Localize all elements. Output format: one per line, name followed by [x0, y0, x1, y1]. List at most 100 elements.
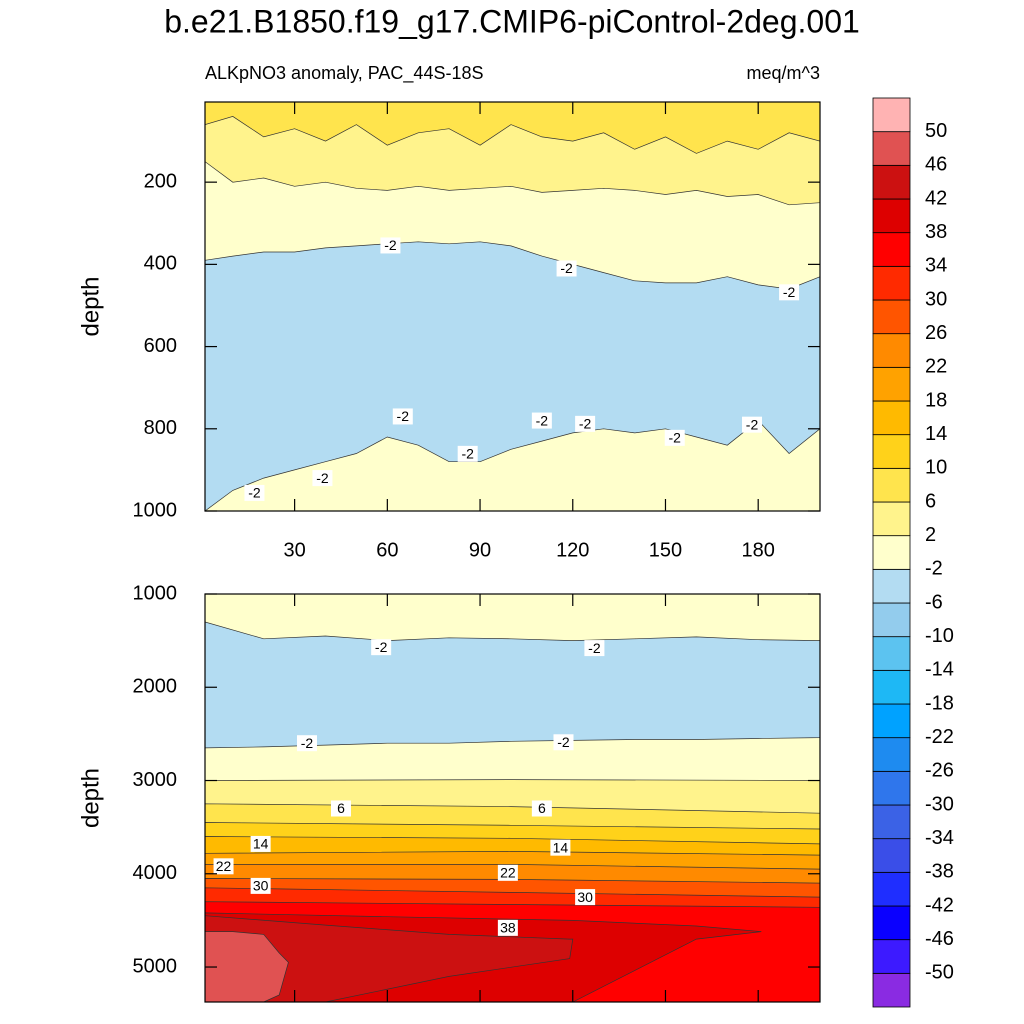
- contour-label-bg: [213, 858, 234, 875]
- colorbar-label: -50: [925, 962, 954, 984]
- colorbar-label: 2: [925, 524, 936, 546]
- contour-label-bg: [742, 416, 763, 433]
- contour-label: -2: [384, 237, 397, 253]
- contour-label-bg: [371, 639, 392, 656]
- contour-label: 22: [500, 865, 516, 881]
- colorbar-label: -14: [925, 659, 954, 681]
- colorbar-box: [872, 501, 911, 537]
- contour-label: -2: [560, 260, 573, 276]
- contour-label: -2: [557, 734, 570, 750]
- contour-label-bg: [531, 412, 552, 429]
- contour-label: 6: [538, 800, 546, 816]
- contour-label-bg: [244, 484, 265, 501]
- contour-label-bg: [497, 919, 518, 936]
- colorbar-box: [872, 265, 911, 301]
- contour-label-bg: [250, 835, 271, 852]
- colorbar-box: [872, 299, 911, 335]
- colorbar-label: -6: [925, 591, 943, 613]
- colorbar-box: [872, 97, 911, 133]
- contour-label: -2: [579, 416, 592, 432]
- colorbar-box: [872, 198, 911, 234]
- x-tick-label: 30: [283, 539, 305, 561]
- contour-region: [205, 621, 820, 749]
- contour-label-bg: [584, 640, 605, 657]
- contour-label: 22: [216, 858, 232, 874]
- x-tick-label: 180: [742, 539, 775, 561]
- contour-label-bg: [575, 415, 596, 432]
- colorbar-box: [872, 602, 911, 638]
- colorbar-label: 38: [925, 221, 947, 243]
- contour-label-bg: [497, 864, 518, 881]
- y-tick-label: 400: [144, 253, 177, 275]
- colorbar-box: [872, 568, 911, 604]
- x-tick-label: 60: [376, 539, 398, 561]
- contour-label-bg: [250, 877, 271, 894]
- contour-label: 30: [253, 878, 269, 894]
- contour-region: [205, 241, 820, 511]
- x-tick-label: 120: [556, 539, 589, 561]
- y-tick-label: 3000: [133, 769, 178, 791]
- colorbar-label: 22: [925, 356, 947, 378]
- plot-area: -2 -2 -2 -2 -2 -2 -2 -2 -2 -2 -2: [205, 102, 820, 511]
- colorbar-label: 14: [925, 423, 947, 445]
- colorbar-label: -26: [925, 760, 954, 782]
- colorbar-box: [872, 871, 911, 907]
- colorbar-label: -34: [925, 827, 954, 849]
- contour-label: -2: [397, 408, 410, 424]
- contour-label-bg: [330, 800, 351, 817]
- colorbar-box: [872, 131, 911, 166]
- contour-region: [205, 931, 289, 1002]
- contour-label-bg: [392, 408, 413, 425]
- y-tick-label: 1000: [133, 582, 178, 604]
- y-axis-label: depth: [77, 768, 104, 828]
- x-tick-label: 150: [649, 539, 682, 561]
- colorbar-box: [872, 400, 911, 436]
- contour-label: 6: [337, 800, 345, 816]
- colorbar-box: [872, 905, 911, 941]
- contour-label: 38: [500, 920, 516, 936]
- colorbar-label: 6: [925, 490, 936, 512]
- subtitle-left: ALKpNO3 anomaly, PAC_44S-18S: [205, 63, 483, 84]
- colorbar-box: [872, 669, 911, 705]
- y-tick-label: 4000: [133, 862, 178, 884]
- colorbar-label: -18: [925, 692, 954, 714]
- contour-label: -2: [588, 640, 601, 656]
- contour-label: 30: [577, 889, 593, 905]
- colorbar-label: 26: [925, 322, 947, 344]
- contour-label-bg: [550, 839, 571, 856]
- contour-region: [205, 102, 820, 154]
- y-tick-label: 1000: [133, 499, 178, 521]
- y-axis-label: depth: [77, 276, 104, 336]
- colorbar-box: [872, 366, 911, 402]
- colorbar-label: -30: [925, 793, 954, 815]
- colorbar-label: -42: [925, 894, 954, 916]
- contour-label-bg: [380, 237, 401, 254]
- contour-label: -2: [461, 446, 474, 462]
- colorbar-label: 46: [925, 154, 947, 176]
- colorbar-label: -2: [925, 558, 943, 580]
- colorbar-label: 18: [925, 389, 947, 411]
- colorbar-label: -10: [925, 625, 954, 647]
- contour-label: 14: [553, 839, 569, 855]
- colorbar-label: 10: [925, 457, 947, 479]
- contour-label-bg: [575, 889, 596, 906]
- colorbar-box: [872, 804, 911, 840]
- colorbar-box: [872, 434, 911, 469]
- y-tick-label: 200: [144, 170, 177, 192]
- subtitle-right: meq/m^3: [747, 63, 820, 83]
- colorbar-box: [872, 770, 911, 806]
- contour-label-bg: [457, 445, 478, 462]
- contour-label-bg: [556, 260, 577, 277]
- contour-label: -2: [301, 735, 314, 751]
- contour-label: -2: [248, 485, 261, 501]
- contour-label-bg: [531, 800, 552, 817]
- plot-frame: [204, 593, 821, 1003]
- y-tick-label: 2000: [133, 676, 178, 698]
- contour-label: -2: [746, 416, 759, 432]
- contour-label: -2: [375, 639, 388, 655]
- plot-area: -2 -2 -2 -2 6 6 14 14 22 22 30 30 38: [205, 594, 820, 1002]
- contour-region: [205, 915, 574, 1002]
- y-tick-label: 5000: [133, 955, 178, 977]
- x-tick-label: 90: [469, 539, 491, 561]
- contour-label-bg: [664, 429, 685, 446]
